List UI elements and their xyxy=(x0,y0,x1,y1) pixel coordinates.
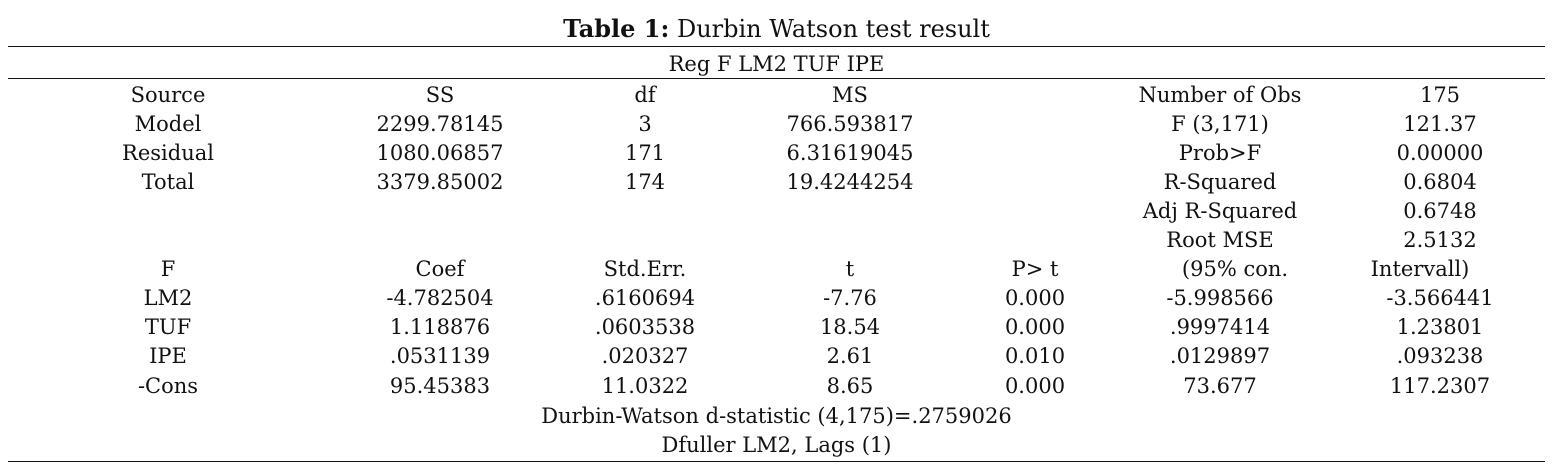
coef-cell: 0.000 xyxy=(1004,286,1066,310)
coef-cell: -4.782504 xyxy=(386,286,494,310)
fit-stat-label: Adj R-Squared xyxy=(1142,199,1298,223)
anova-cell: 19.4244254 xyxy=(786,170,914,194)
coef-header: t xyxy=(845,257,855,281)
coef-cell: 11.0322 xyxy=(601,374,689,398)
coef-cell: -3.566441 xyxy=(1386,286,1494,310)
bottom-rule xyxy=(8,461,1545,462)
coef-cell: .9997414 xyxy=(1169,315,1271,339)
fit-stat-value: 0.6748 xyxy=(1403,199,1477,223)
durbin-watson-statistic: Durbin-Watson d-statistic (4,175)=.27590… xyxy=(541,404,1012,428)
coef-cell: .0531139 xyxy=(389,344,491,368)
fit-stat-label: R-Squared xyxy=(1163,170,1277,194)
coef-cell: .020327 xyxy=(601,344,689,368)
coef-header: Intervall) xyxy=(1370,257,1470,281)
coef-cell: .6160694 xyxy=(594,286,696,310)
coef-cell: TUF xyxy=(144,315,192,339)
anova-cell: 6.31619045 xyxy=(786,141,914,165)
anova-cell: 171 xyxy=(624,141,666,165)
anova-cell: 3 xyxy=(638,112,652,136)
coef-cell: 117.2307 xyxy=(1389,374,1491,398)
coef-cell: -7.76 xyxy=(823,286,877,310)
anova-cell: 3379.85002 xyxy=(376,170,504,194)
anova-cell: 2299.78145 xyxy=(376,112,504,136)
coef-cell: -5.998566 xyxy=(1166,286,1274,310)
dfuller-command: Dfuller LM2, Lags (1) xyxy=(661,433,892,457)
coef-cell: 8.65 xyxy=(826,374,874,398)
coef-header: Coef xyxy=(415,257,465,281)
fit-stat-label: F (3,171) xyxy=(1171,112,1269,136)
coef-header: F xyxy=(160,257,176,281)
anova-cell: 1080.06857 xyxy=(376,141,504,165)
fit-stat-value: 2.5132 xyxy=(1403,228,1477,252)
command-rule xyxy=(8,78,1545,79)
fit-stat-value: 0.00000 xyxy=(1396,141,1484,165)
coef-cell: 73.677 xyxy=(1183,374,1257,398)
fit-stat-value: 0.6804 xyxy=(1403,170,1477,194)
caption-text: Durbin Watson test result xyxy=(676,15,990,43)
fit-stat-label: Number of Obs xyxy=(1138,83,1302,107)
coef-cell: -Cons xyxy=(137,374,199,398)
coef-cell: 1.118876 xyxy=(389,315,491,339)
coef-cell: 0.000 xyxy=(1004,315,1066,339)
fit-stat-value: 175 xyxy=(1419,83,1461,107)
coef-cell: 2.61 xyxy=(826,344,874,368)
top-rule xyxy=(8,46,1545,47)
anova-cell: Model xyxy=(134,112,202,136)
caption-label: Table 1: xyxy=(563,14,670,43)
anova-header-ss: SS xyxy=(425,83,455,107)
command-row: Reg F LM2 TUF IPE xyxy=(668,52,885,76)
coef-header: (95% con. xyxy=(1181,257,1289,281)
coef-cell: 1.23801 xyxy=(1396,315,1484,339)
anova-cell: Residual xyxy=(122,141,214,165)
anova-cell: 174 xyxy=(624,170,666,194)
coef-header: P> t xyxy=(1011,257,1059,281)
coef-cell: .0603538 xyxy=(594,315,696,339)
coef-cell: 0.000 xyxy=(1004,374,1066,398)
anova-header-ms: MS xyxy=(832,83,868,107)
coef-cell: 95.45383 xyxy=(389,374,491,398)
coef-cell: LM2 xyxy=(143,286,193,310)
anova-header-source: Source xyxy=(130,83,206,107)
table-caption: Table 1: Durbin Watson test result xyxy=(0,14,1553,44)
coef-header: Std.Err. xyxy=(603,257,687,281)
fit-stat-label: Root MSE xyxy=(1166,228,1274,252)
coef-cell: 0.010 xyxy=(1004,344,1066,368)
coef-cell: .093238 xyxy=(1396,344,1484,368)
anova-cell: 766.593817 xyxy=(786,112,914,136)
coef-cell: .0129897 xyxy=(1169,344,1271,368)
fit-stat-value: 121.37 xyxy=(1403,112,1477,136)
fit-stat-label: Prob>F xyxy=(1178,141,1262,165)
coef-cell: 18.54 xyxy=(819,315,881,339)
anova-header-df: df xyxy=(634,83,656,107)
anova-cell: Total xyxy=(141,170,195,194)
coef-cell: IPE xyxy=(149,344,187,368)
